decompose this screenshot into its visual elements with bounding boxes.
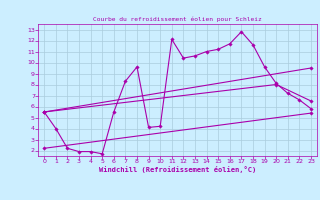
X-axis label: Windchill (Refroidissement éolien,°C): Windchill (Refroidissement éolien,°C) — [99, 166, 256, 173]
Title: Courbe du refroidissement éolien pour Schleiz: Courbe du refroidissement éolien pour Sc… — [93, 17, 262, 22]
